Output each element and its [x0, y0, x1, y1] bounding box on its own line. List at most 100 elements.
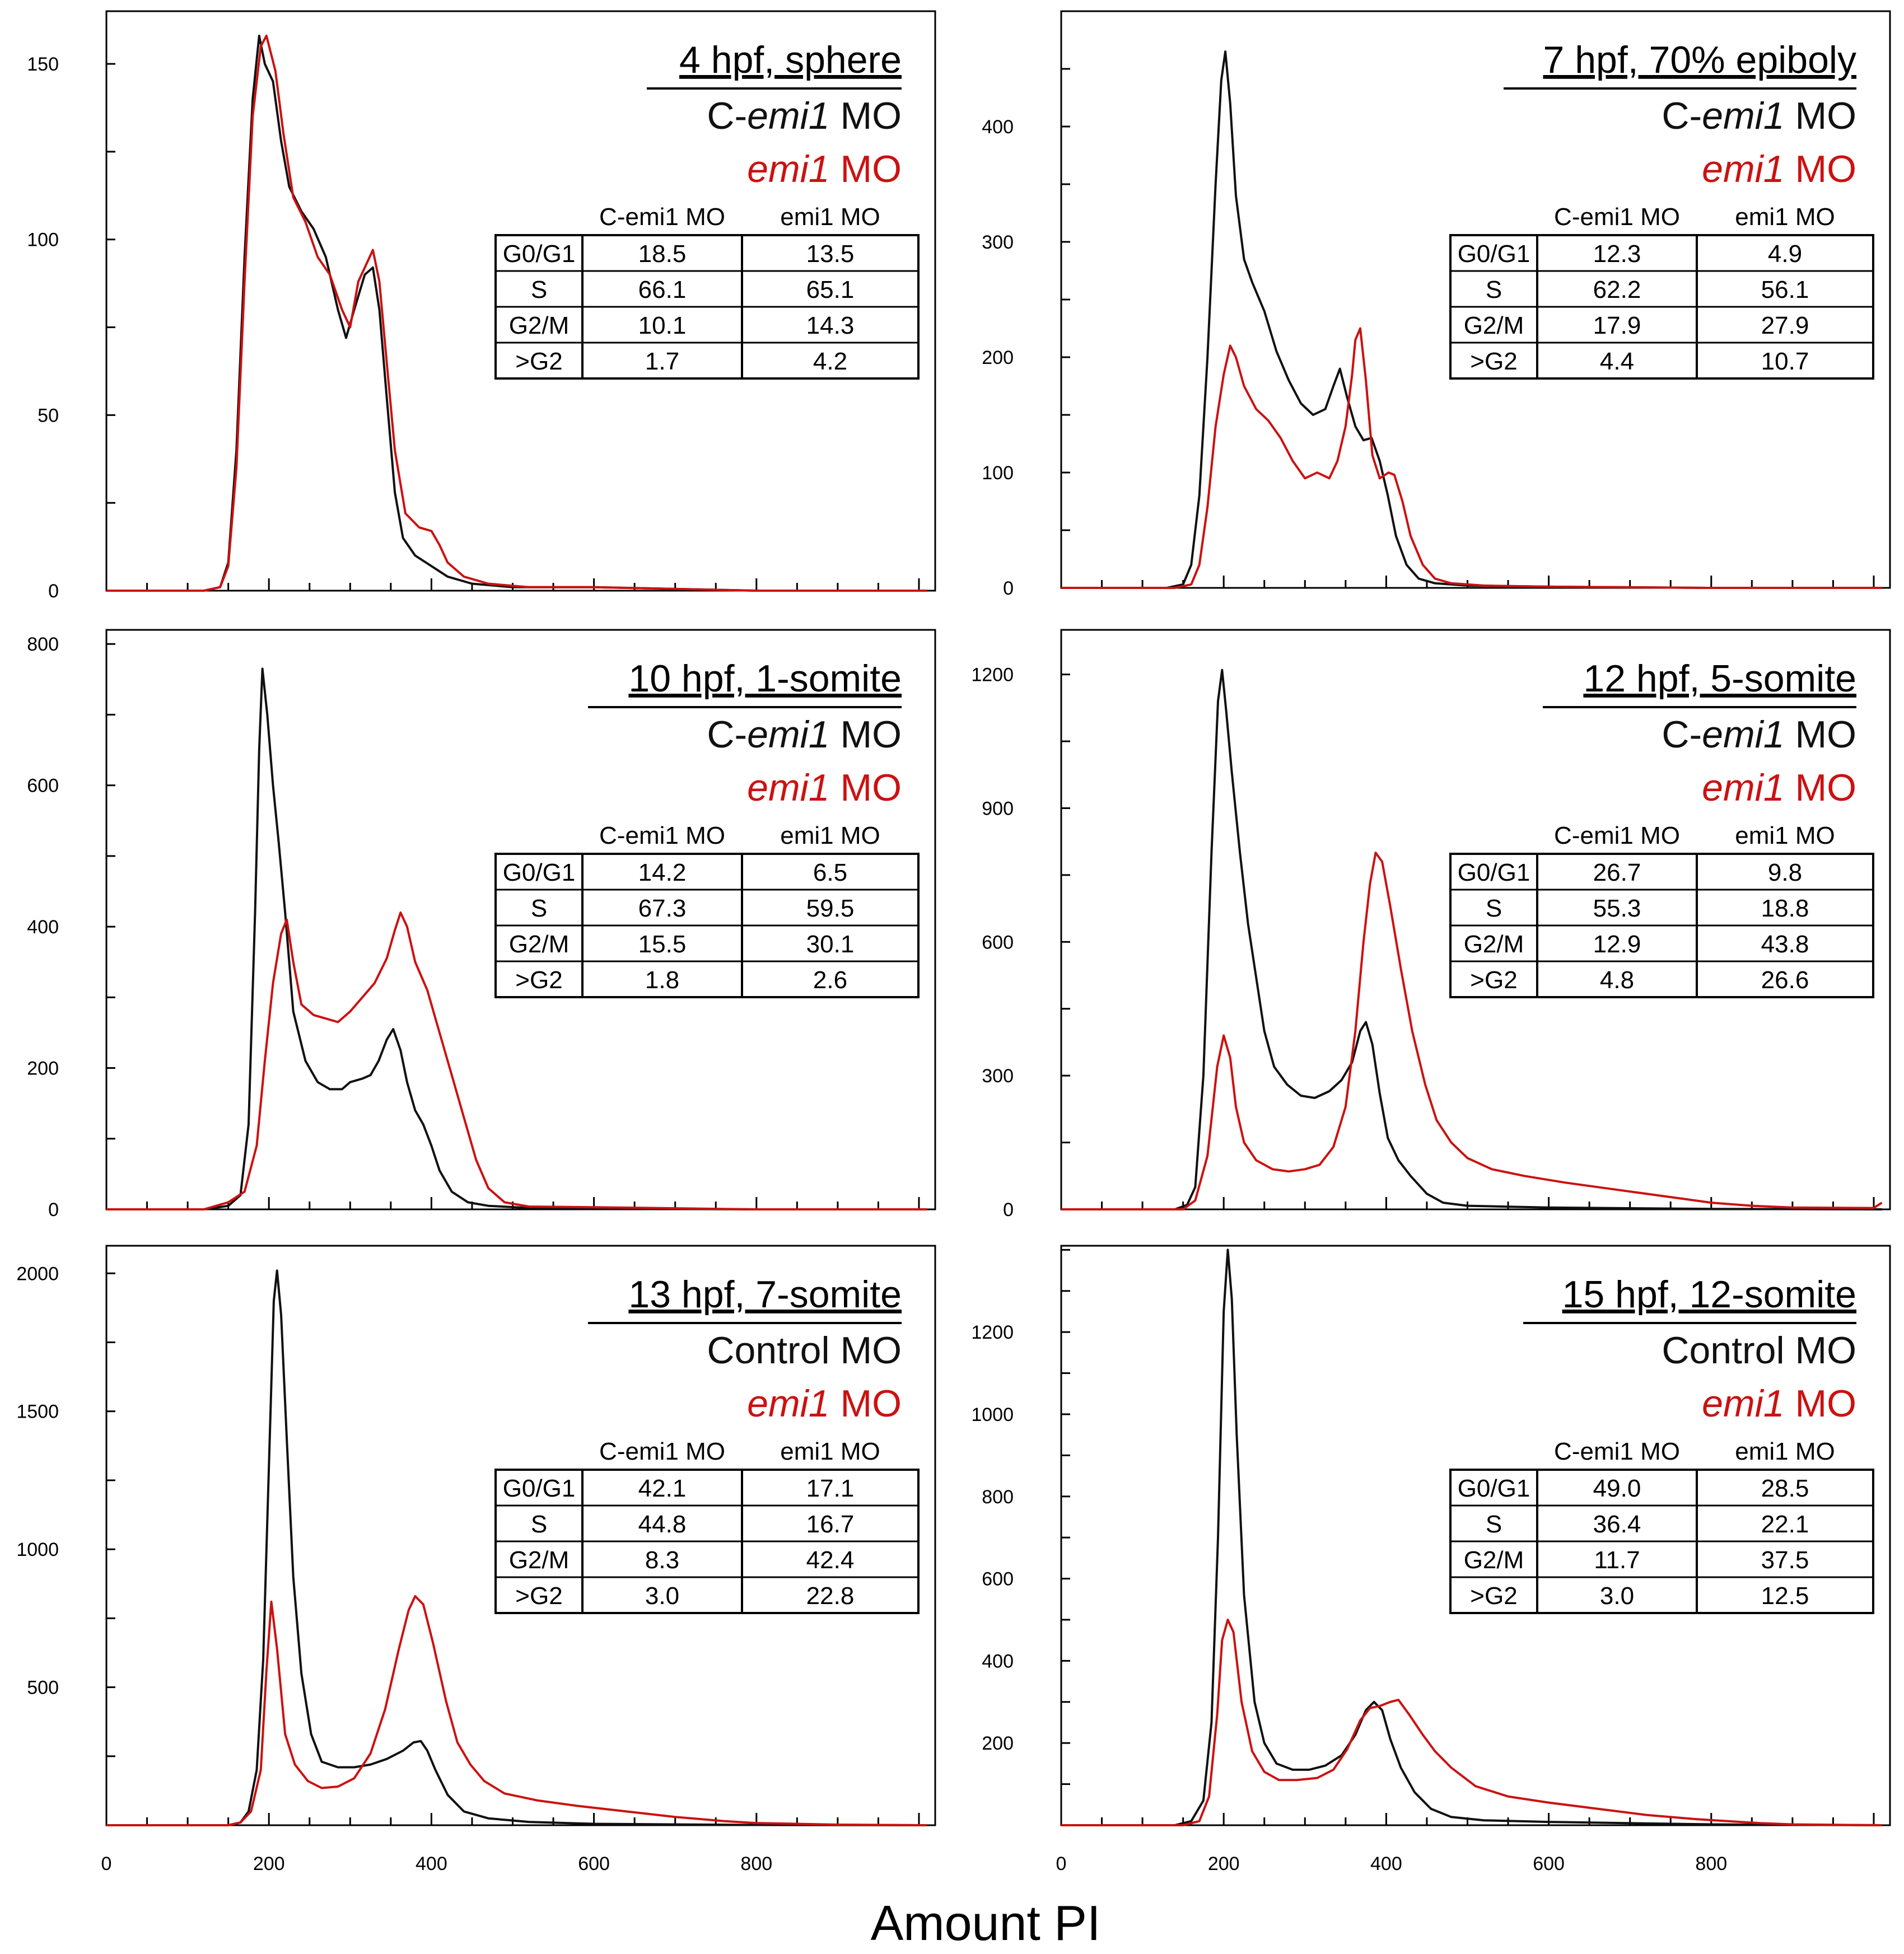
table-cell: 14.3	[806, 312, 855, 339]
y-tick-label: 150	[27, 54, 59, 75]
table-cell: 67.3	[638, 895, 687, 922]
legend-text-part: MO	[1785, 1382, 1856, 1425]
legend-text-part: C-	[707, 713, 747, 756]
table-cell: 28.5	[1761, 1475, 1809, 1502]
x-axis-label: Amount PI	[871, 1895, 1101, 1951]
table-cell: 10.1	[638, 312, 687, 339]
table-cell: 42.4	[806, 1546, 855, 1574]
table-row-label: G0/G1	[503, 240, 576, 268]
panel-bottom-left: 500 1000 1500 2000 0 200 400 600 800 13 hpf, 7-so…	[16, 1245, 936, 1874]
y-tick-label: 600	[27, 775, 59, 797]
table-cell: 22.1	[1761, 1511, 1809, 1538]
x-tick-label: 200	[253, 1853, 285, 1874]
plot-frame	[105, 1245, 936, 1826]
y-tick-label: 900	[982, 798, 1014, 819]
table-header: C-emi1 MO	[599, 822, 725, 849]
panel-bottom-right: 200 400 600 800 1000 1200 0 200 400 600 800 15 hpf,…	[971, 1245, 1891, 1874]
legend-text-part: emi1	[747, 1382, 829, 1425]
table-cell: 2.6	[813, 966, 847, 994]
legend-entry: emi1 MO	[1702, 1382, 1856, 1425]
legend-entry: emi1 MO	[747, 1382, 902, 1425]
series-line-emi1	[106, 34, 927, 592]
legend-text-part: MO	[1785, 95, 1856, 137]
legend-text-part: C-	[1662, 713, 1702, 756]
y-tick-label: 0	[48, 1199, 59, 1221]
table-cell: 9.8	[1768, 859, 1802, 886]
table-cell: 17.9	[1593, 312, 1641, 339]
y-tick-label: 800	[982, 1486, 1014, 1508]
table-row-label: S	[531, 1511, 547, 1538]
series-line-control	[106, 1269, 927, 1826]
table-row-label: S	[1486, 276, 1502, 303]
legend-text-part: emi1	[747, 95, 829, 137]
table-header: C-emi1 MO	[1554, 1438, 1680, 1465]
plot-frame	[1060, 1245, 1891, 1826]
table-row-label: S	[1486, 895, 1502, 922]
panel-title: 7 hpf, 70% epiboly	[1543, 39, 1856, 81]
table-cell: 30.1	[806, 931, 855, 958]
table-cell: 18.8	[1761, 895, 1809, 922]
legend-text-part: Control MO	[707, 1329, 902, 1372]
x-tick-label: 800	[740, 1853, 772, 1874]
table-cell: 11.7	[1594, 1546, 1640, 1574]
table-row-label: G2/M	[509, 312, 570, 339]
table-cell: 4.9	[1768, 240, 1802, 268]
y-tick-label: 400	[982, 1651, 1014, 1672]
panel-title: 13 hpf, 7-somite	[628, 1273, 902, 1316]
table-header: emi1 MO	[1735, 1438, 1835, 1465]
table-cell: 43.8	[1761, 931, 1809, 958]
table-header: emi1 MO	[780, 203, 880, 231]
table-row-label: G2/M	[509, 1546, 570, 1574]
table-cell: 17.1	[806, 1475, 855, 1502]
table-cell: 12.3	[1593, 240, 1641, 268]
plot-frame	[1060, 629, 1891, 1210]
table-row-label: G0/G1	[503, 1475, 576, 1502]
table-header: emi1 MO	[1735, 822, 1835, 849]
y-tick-label: 400	[27, 917, 59, 938]
table-cell: 12.9	[1593, 931, 1641, 958]
table-cell: 26.7	[1593, 859, 1641, 886]
table-row-label: >G2	[515, 348, 562, 375]
table-cell: 15.5	[638, 931, 687, 958]
legend-text-part: MO	[830, 766, 902, 809]
x-tick-label: 400	[416, 1853, 447, 1874]
panel-title: 10 hpf, 1-somite	[628, 657, 902, 700]
table-cell: 1.8	[645, 966, 679, 994]
table-cell: 22.8	[806, 1582, 855, 1610]
y-tick-label: 500	[27, 1677, 59, 1699]
plot-frame	[105, 629, 936, 1210]
table-cell: 66.1	[638, 276, 687, 303]
y-tick-label: 0	[1003, 1199, 1014, 1221]
x-tick-label: 600	[578, 1853, 610, 1874]
table-row-label: G2/M	[1464, 931, 1524, 958]
y-tick-label: 1000	[971, 1404, 1014, 1425]
legend-text-part: emi1	[1702, 713, 1784, 756]
table-cell: 16.7	[806, 1511, 855, 1538]
legend-entry: C-emi1 MO	[707, 95, 902, 137]
table-row-label: G2/M	[1464, 312, 1524, 339]
table-header: C-emi1 MO	[599, 203, 725, 231]
table-header: C-emi1 MO	[599, 1438, 725, 1465]
table-cell: 42.1	[638, 1475, 687, 1502]
panel-title: 4 hpf, sphere	[679, 39, 902, 81]
table-header: emi1 MO	[1735, 203, 1835, 231]
table-cell: 59.5	[806, 895, 855, 922]
y-tick-label: 600	[982, 1569, 1014, 1590]
table-cell: 4.4	[1600, 348, 1634, 375]
legend-entry: emi1 MO	[1702, 766, 1856, 809]
table-cell: 49.0	[1593, 1475, 1641, 1502]
table-row-label: >G2	[515, 966, 562, 994]
legend-text-part: MO	[830, 1382, 902, 1425]
table-cell: 1.7	[645, 348, 679, 375]
table-cell: 65.1	[806, 276, 855, 303]
series-line-control	[1061, 1249, 1882, 1826]
series-line-emi1	[1061, 852, 1883, 1210]
x-tick-label: 800	[1695, 1853, 1727, 1874]
table-cell: 37.5	[1761, 1546, 1809, 1574]
x-tick-label: 0	[101, 1853, 112, 1874]
legend-text-part: C-	[1662, 95, 1702, 137]
table-cell: 55.3	[1593, 895, 1641, 922]
y-tick-label: 300	[982, 1065, 1014, 1087]
